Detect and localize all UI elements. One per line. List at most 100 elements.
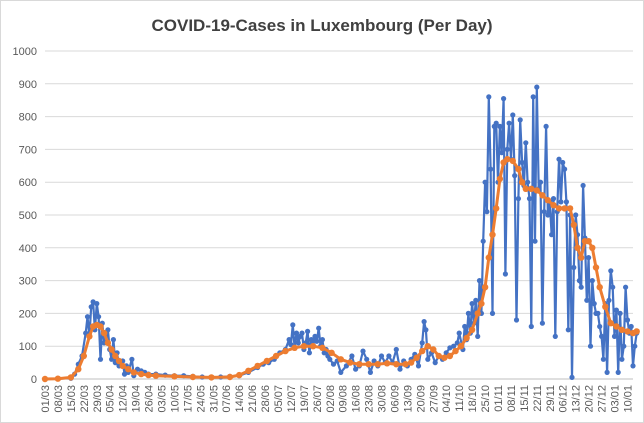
x-axis: 01/03 08/03 15/03 22/03 29/03 05/04 12/04 19/04… — [40, 378, 634, 413]
x-tick-label: 14/06 — [234, 385, 246, 413]
data-point — [604, 369, 610, 375]
data-point — [254, 362, 261, 370]
data-point — [441, 354, 448, 361]
data-point — [595, 310, 601, 316]
x-tick-label: 01/03 — [40, 385, 52, 413]
data-point — [96, 314, 102, 320]
y-tick-label: 700 — [19, 144, 37, 156]
x-tick-label: 28/06 — [260, 385, 272, 413]
data-point — [97, 323, 104, 330]
data-point — [41, 375, 49, 383]
data-point — [80, 352, 88, 360]
data-point — [293, 330, 300, 336]
y-tick-label: 100 — [19, 341, 37, 353]
series-layer — [41, 84, 640, 383]
data-point — [611, 333, 618, 339]
data-point — [88, 304, 94, 310]
data-point — [522, 185, 529, 192]
data-point — [512, 173, 518, 179]
data-point — [378, 353, 385, 359]
data-point — [613, 323, 620, 330]
data-point — [486, 94, 492, 100]
data-point — [509, 157, 516, 165]
data-point — [110, 337, 116, 343]
data-point — [562, 166, 568, 172]
data-point — [290, 322, 296, 328]
data-point — [474, 310, 481, 317]
data-point — [145, 371, 152, 379]
data-point — [86, 333, 93, 340]
data-point — [451, 343, 457, 349]
x-tick-label: 03/05 — [156, 385, 168, 413]
series-line — [44, 85, 638, 381]
data-point — [306, 350, 312, 356]
data-point — [485, 254, 492, 261]
series-2 — [41, 156, 640, 383]
chart-title: COVID-19-Cases in Luxembourg (Per Day) — [151, 16, 492, 35]
data-point — [305, 328, 311, 334]
data-point — [519, 159, 525, 166]
data-point — [565, 327, 571, 333]
data-point — [67, 374, 75, 381]
data-point — [286, 337, 292, 343]
x-tick-label: 23/08 — [364, 385, 376, 413]
y-tick-label: 400 — [19, 243, 37, 255]
data-point — [482, 179, 488, 185]
data-point — [586, 255, 592, 261]
x-tick-label: 11/10 — [454, 385, 466, 412]
data-point — [282, 347, 289, 355]
data-point — [528, 323, 534, 330]
data-point — [435, 352, 442, 360]
data-point — [476, 278, 483, 284]
data-point — [365, 361, 372, 368]
x-tick-label: 07/06 — [221, 385, 233, 413]
data-point — [452, 347, 459, 355]
data-point — [501, 96, 507, 102]
data-point — [346, 359, 354, 366]
data-point — [299, 330, 305, 336]
x-tick-label: 10/01 — [622, 385, 634, 413]
gridlines — [45, 50, 633, 380]
data-point — [337, 356, 344, 363]
data-point — [316, 325, 322, 331]
data-point — [618, 326, 626, 333]
x-tick-label: 27/09 — [428, 385, 440, 413]
data-point — [457, 343, 465, 350]
data-point — [630, 363, 636, 369]
data-point — [615, 369, 621, 375]
x-tick-label: 22/03 — [79, 385, 91, 413]
data-point — [558, 199, 564, 205]
data-point — [576, 278, 583, 284]
data-point — [423, 327, 429, 333]
data-point — [130, 369, 137, 376]
data-point — [383, 360, 391, 367]
data-point — [468, 326, 476, 333]
x-tick-label: 25/10 — [480, 385, 492, 413]
data-point — [563, 199, 570, 205]
data-point — [463, 334, 470, 342]
data-point — [523, 140, 529, 146]
data-point — [550, 196, 557, 202]
data-point — [407, 359, 415, 366]
data-point — [552, 333, 558, 339]
data-point — [566, 205, 574, 212]
data-point — [473, 297, 479, 303]
data-point — [589, 278, 595, 284]
x-tick-label: 04/10 — [441, 385, 453, 413]
data-point — [633, 328, 640, 335]
data-point — [617, 310, 623, 316]
data-point — [517, 117, 523, 123]
data-point — [549, 232, 555, 238]
data-point — [367, 369, 373, 375]
x-tick-label: 03/01 — [610, 385, 622, 413]
data-point — [419, 340, 425, 346]
x-tick-label: 30/08 — [377, 385, 389, 413]
data-point — [425, 356, 431, 362]
data-point — [462, 323, 468, 330]
data-point — [236, 371, 243, 379]
data-point — [424, 343, 431, 350]
data-point — [560, 159, 566, 166]
x-tick-label: 15/11 — [519, 385, 531, 412]
data-point — [319, 337, 325, 343]
data-point — [108, 346, 115, 353]
